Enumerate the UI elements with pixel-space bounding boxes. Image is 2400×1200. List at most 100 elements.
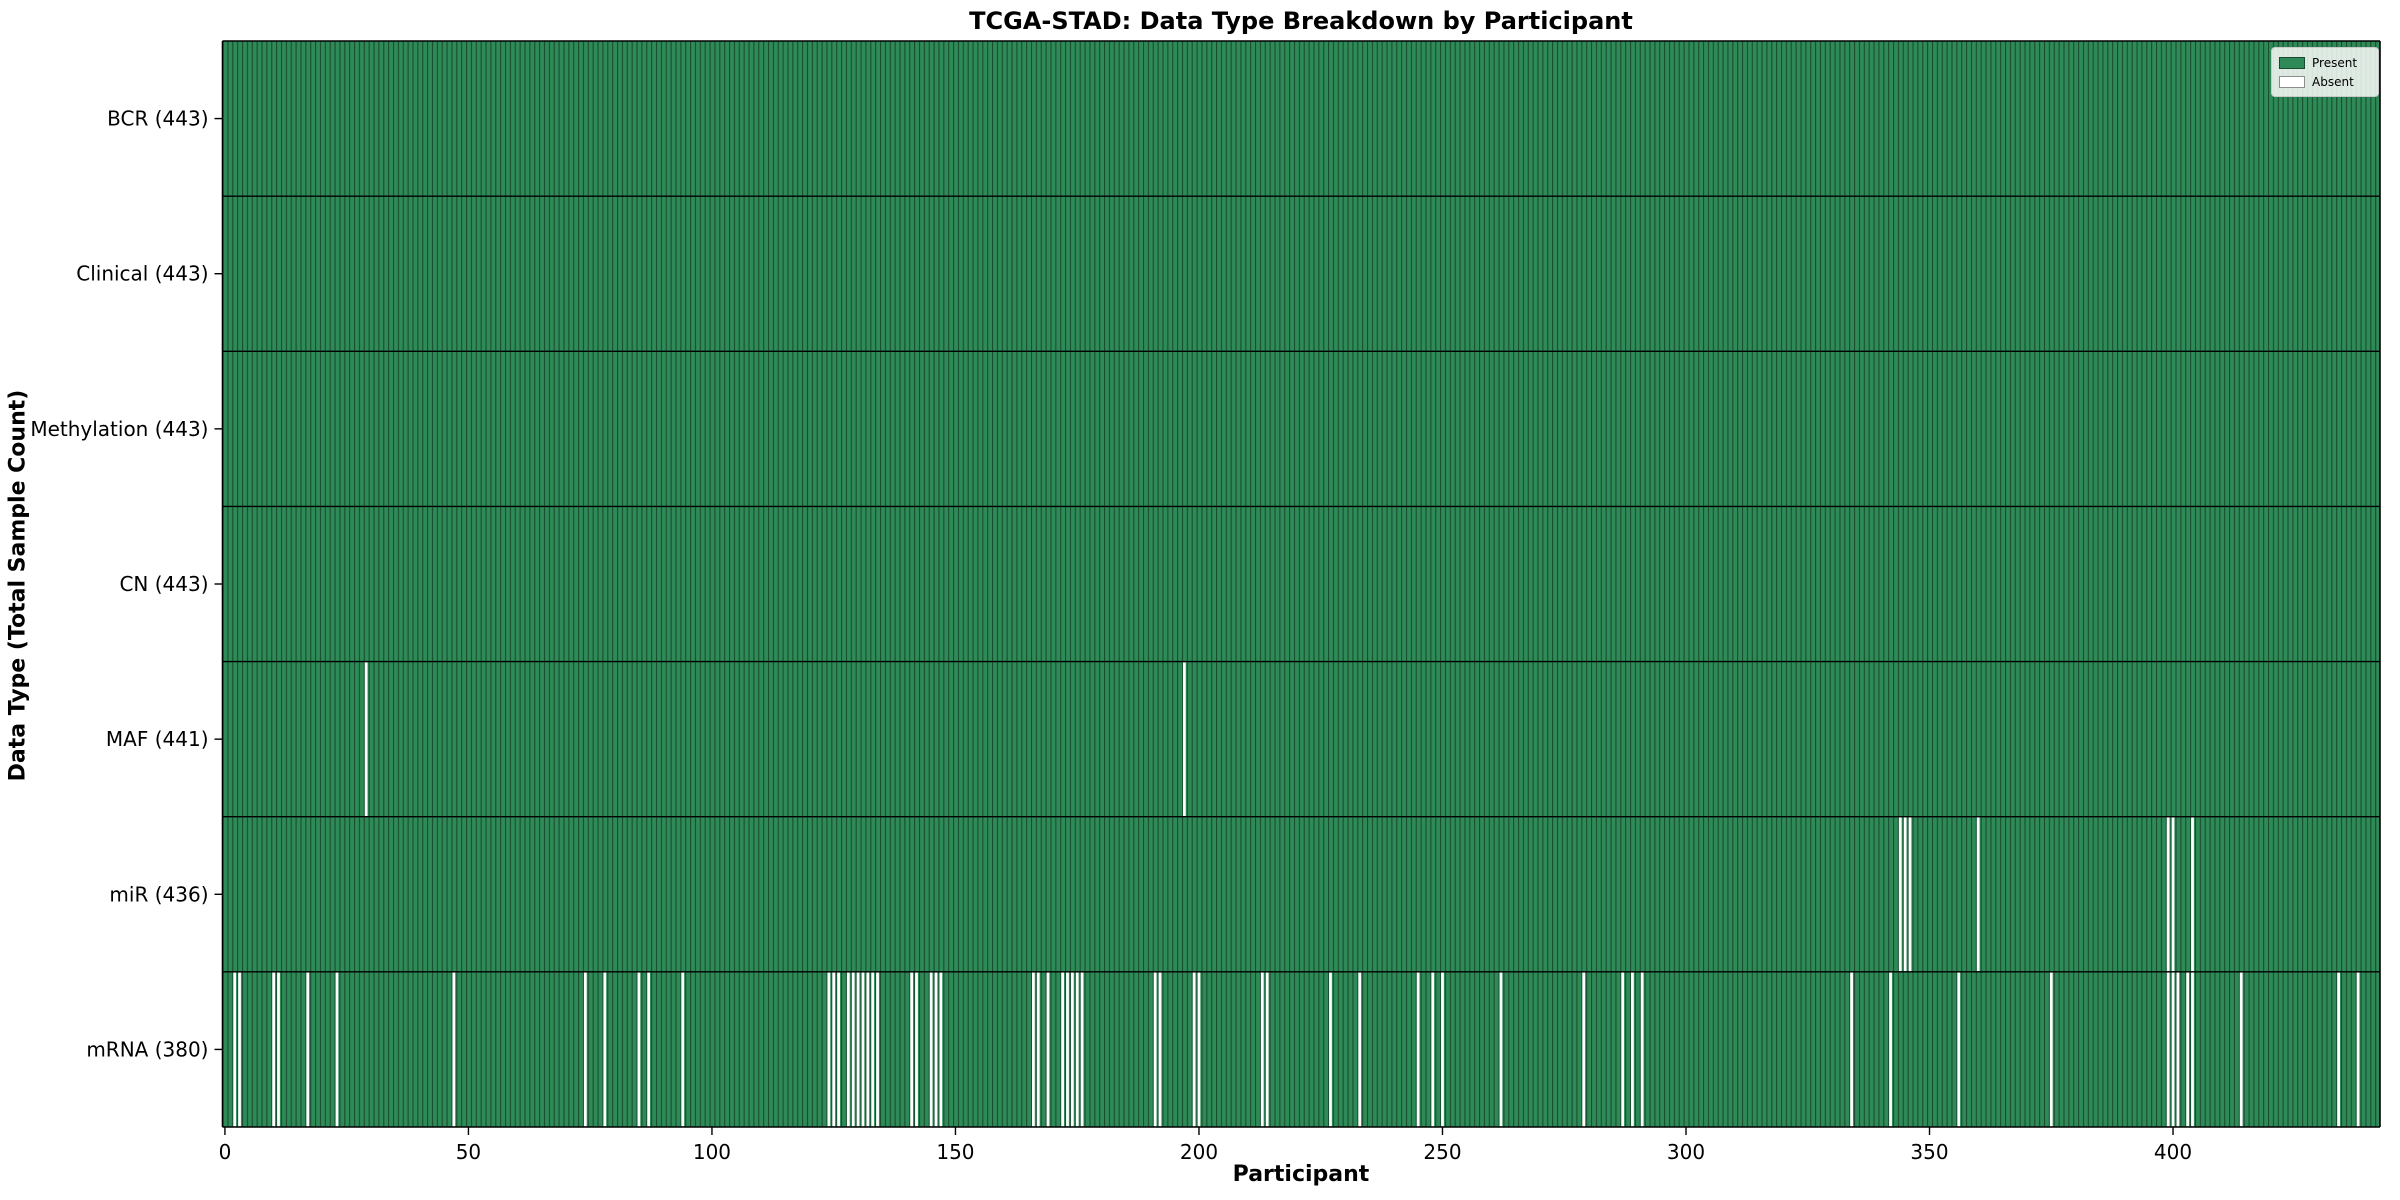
absent-bar-MAF	[364, 662, 368, 817]
absent-bar-mRNA	[583, 972, 587, 1127]
absent-bar-MAF	[1182, 662, 1186, 817]
absent-bar-mRNA	[929, 972, 933, 1127]
absent-bar-miR	[1903, 817, 1907, 972]
absent-bar-mRNA	[681, 972, 685, 1127]
absent-bar-mRNA	[2356, 972, 2360, 1127]
row-label-miR: miR (436)	[109, 882, 208, 906]
absent-bar-mRNA	[1850, 972, 1853, 1127]
absent-bar-mRNA	[827, 972, 831, 1127]
row-label-BCR: BCR (443)	[107, 107, 208, 131]
absent-bar-mRNA	[603, 972, 607, 1127]
absent-bar-mRNA	[1640, 972, 1644, 1127]
present-swatch-icon	[2279, 56, 2305, 69]
absent-bar-mRNA	[1582, 972, 1586, 1127]
absent-bar-mRNA	[1036, 972, 1040, 1127]
x-tick-label: 200	[1180, 1140, 1218, 1164]
x-tick-label: 300	[1667, 1140, 1705, 1164]
absent-bar-mRNA	[2049, 972, 2053, 1127]
absent-bar-miR	[1908, 817, 1912, 972]
absent-bar-mRNA	[2239, 972, 2243, 1127]
legend-item-absent: Absent	[2279, 72, 2371, 91]
absent-bar-mRNA	[846, 972, 850, 1127]
absent-bar-mRNA	[1046, 972, 1050, 1127]
absent-bar-mRNA	[939, 972, 943, 1127]
absent-bar-mRNA	[238, 972, 241, 1127]
absent-bar-mRNA	[637, 972, 641, 1127]
absent-bar-mRNA	[1158, 972, 1162, 1127]
absent-bar-mRNA	[856, 972, 860, 1127]
row-label-mRNA: mRNA (380)	[86, 1037, 208, 1061]
absent-bar-mRNA	[1075, 972, 1079, 1127]
absent-bar-mRNA	[1265, 972, 1269, 1127]
row-label-CN: CN (443)	[119, 572, 208, 596]
absent-bar-mRNA	[2191, 972, 2194, 1127]
absent-bar-mRNA	[452, 972, 456, 1127]
legend-label-absent: Absent	[2312, 74, 2354, 89]
x-tick-label: 350	[1910, 1140, 1948, 1164]
absent-bar-mRNA	[1260, 972, 1264, 1127]
absent-bar-mRNA	[306, 972, 310, 1127]
legend-label-present: Present	[2312, 55, 2358, 70]
absent-bar-mRNA	[1080, 972, 1084, 1127]
absent-bar-mRNA	[832, 972, 836, 1127]
absent-bar-mRNA	[910, 972, 914, 1127]
absent-bar-mRNA	[1070, 972, 1074, 1127]
chart-title: TCGA-STAD: Data Type Breakdown by Partic…	[969, 7, 1633, 35]
absent-swatch-icon	[2279, 75, 2305, 88]
legend-item-present: Present	[2279, 53, 2371, 72]
absent-bar-mRNA	[2171, 972, 2175, 1127]
legend: Present Absent	[2271, 47, 2379, 97]
absent-bar-mRNA	[1416, 972, 1420, 1127]
absent-bar-mRNA	[934, 972, 938, 1127]
absent-bar-miR	[2166, 817, 2170, 972]
absent-bar-mRNA	[1192, 972, 1196, 1127]
x-tick-label: 400	[2154, 1140, 2192, 1164]
absent-bar-mRNA	[1441, 972, 1444, 1127]
absent-bar-mRNA	[2176, 972, 2180, 1127]
absent-bar-mRNA	[871, 972, 875, 1127]
absent-bar-mRNA	[851, 972, 855, 1127]
absent-bar-mRNA	[1889, 972, 1892, 1127]
absent-bar-mRNA	[861, 972, 865, 1127]
x-axis-label: Participant	[1232, 1162, 1370, 1187]
absent-bar-mRNA	[2186, 972, 2190, 1127]
absent-bar-miR	[2191, 817, 2194, 972]
absent-bar-miR	[2171, 817, 2175, 972]
absent-bar-mRNA	[1153, 972, 1157, 1127]
absent-bar-mRNA	[876, 972, 879, 1127]
row-label-Methylation: Methylation (443)	[30, 417, 208, 441]
row-label-MAF: MAF (441)	[106, 727, 209, 751]
absent-bar-mRNA	[1431, 972, 1435, 1127]
absent-bar-mRNA	[647, 972, 651, 1127]
absent-bar-mRNA	[1621, 972, 1625, 1127]
x-tick-label: 250	[1423, 1140, 1461, 1164]
absent-bar-mRNA	[2337, 972, 2340, 1127]
absent-bar-mRNA	[837, 972, 840, 1127]
absent-bar-mRNA	[335, 972, 339, 1127]
absent-bar-mRNA	[2166, 972, 2170, 1127]
absent-bar-mRNA	[1358, 972, 1362, 1127]
absent-bar-mRNA	[866, 972, 870, 1127]
absent-bar-mRNA	[277, 972, 280, 1127]
absent-bar-mRNA	[1066, 972, 1069, 1127]
absent-bar-mRNA	[1631, 972, 1634, 1127]
absent-bar-mRNA	[1329, 972, 1332, 1127]
x-tick-label: 150	[936, 1140, 974, 1164]
bar-edge-stripes	[222, 41, 2380, 1127]
absent-bar-mRNA	[1061, 972, 1064, 1127]
absent-bar-mRNA	[233, 972, 237, 1127]
absent-bar-mRNA	[915, 972, 918, 1127]
absent-bar-mRNA	[1197, 972, 1201, 1127]
absent-bar-miR	[1976, 817, 1980, 972]
absent-bar-miR	[1898, 817, 1902, 972]
x-tick-label: 0	[219, 1140, 232, 1164]
row-label-Clinical: Clinical (443)	[76, 262, 208, 286]
x-tick-label: 100	[693, 1140, 731, 1164]
x-tick-label: 50	[456, 1140, 481, 1164]
absent-bar-mRNA	[1957, 972, 1961, 1127]
absent-bar-mRNA	[1499, 972, 1503, 1127]
absent-bar-mRNA	[1032, 972, 1035, 1127]
absent-bar-mRNA	[272, 972, 276, 1127]
